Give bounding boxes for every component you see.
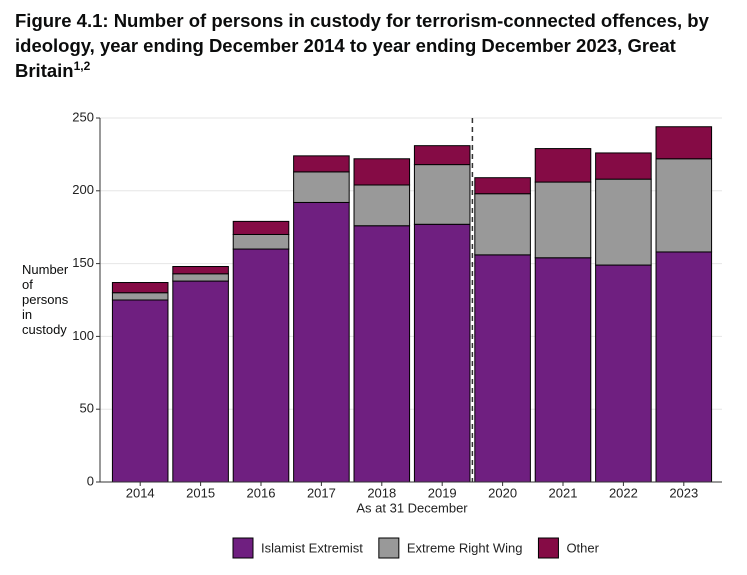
bar-segment <box>232 248 290 483</box>
bar-segment <box>353 158 411 186</box>
legend-label: Extreme Right Wing <box>407 540 523 555</box>
bar-segment <box>474 254 531 483</box>
title-text: Figure 4.1: Number of persons in custody… <box>15 10 709 81</box>
y-tick-label: 0 <box>87 473 94 488</box>
bar-segment <box>474 193 531 256</box>
bar-segment <box>111 292 169 301</box>
y-tick-label: 200 <box>72 182 94 197</box>
bar-segment <box>534 148 592 183</box>
bar-segment <box>111 299 169 483</box>
bar-segment <box>293 201 350 483</box>
bar-segment <box>655 126 713 160</box>
bar-segment <box>353 225 411 483</box>
bar-segment <box>172 280 229 483</box>
x-tick-label: 2018 <box>367 485 396 500</box>
x-tick-label: 2014 <box>126 485 155 500</box>
y-tick-label: 150 <box>72 255 94 270</box>
x-tick-label: 2023 <box>669 485 698 500</box>
legend-swatch <box>537 537 559 559</box>
legend-label: Islamist Extremist <box>261 540 363 555</box>
bar-segment <box>111 282 169 294</box>
bar-segment <box>595 152 652 180</box>
y-tick-label: 100 <box>72 328 94 343</box>
legend-swatch <box>378 537 400 559</box>
legend-label: Other <box>566 540 599 555</box>
bar-segment <box>413 223 471 483</box>
bar-segment <box>474 177 531 195</box>
x-tick-label: 2016 <box>247 485 276 500</box>
legend-swatch <box>232 537 254 559</box>
bar-segment <box>293 171 350 203</box>
x-tick-label: 2020 <box>488 485 517 500</box>
bar-segment <box>413 164 471 225</box>
y-tick-label: 50 <box>80 401 94 416</box>
bar-segment <box>232 220 290 235</box>
y-axis-label: Number of persons in custody <box>22 262 69 337</box>
chart-title: Figure 4.1: Number of persons in custody… <box>15 8 730 83</box>
y-tick-label: 250 <box>72 109 94 124</box>
bar-segment <box>595 178 652 266</box>
x-tick-label: 2019 <box>428 485 457 500</box>
x-tick-label: 2021 <box>549 485 578 500</box>
bar-segment <box>413 145 471 166</box>
x-axis-label: As at 31 December <box>356 500 468 515</box>
bar-segment <box>534 181 592 259</box>
bar-segment <box>172 273 229 282</box>
x-tick-label: 2017 <box>307 485 336 500</box>
bar-segment <box>232 233 290 250</box>
bar-segment <box>595 264 652 483</box>
bar-segment <box>655 251 713 483</box>
bar-segment <box>172 266 229 275</box>
x-tick-label: 2015 <box>186 485 215 500</box>
x-tick-label: 2022 <box>609 485 638 500</box>
bar-segment <box>353 184 411 227</box>
bar-segment <box>655 158 713 253</box>
title-note-refs: 1,2 <box>73 58 91 73</box>
bar-segment <box>534 257 592 483</box>
bar-segment <box>293 155 350 173</box>
